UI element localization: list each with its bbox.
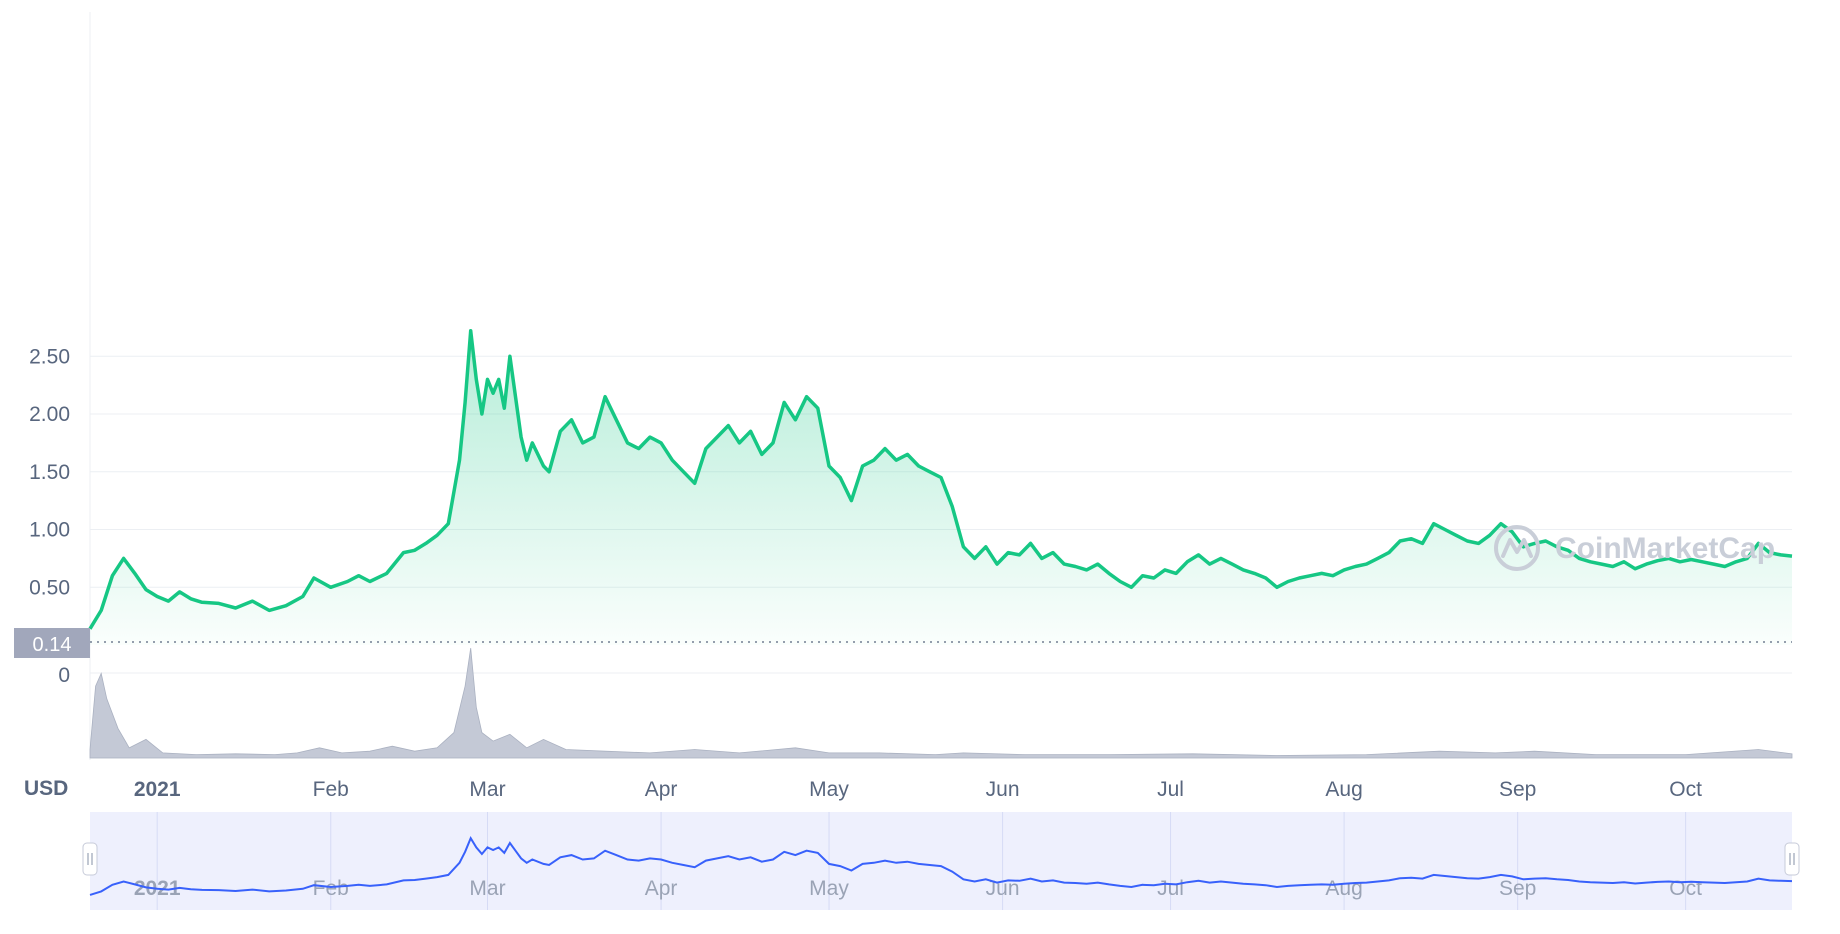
watermark-text: CoinMarketCap	[1555, 532, 1775, 565]
start-price-label: 0.14	[33, 634, 72, 656]
navigator-tick-label: May	[809, 877, 849, 900]
price-area	[88, 329, 1793, 645]
navigator-tick-label: Sep	[1499, 877, 1536, 900]
price-line	[88, 329, 1793, 630]
navigator-right-handle[interactable]	[1784, 842, 1800, 876]
navigator-tick-label: Aug	[1325, 877, 1362, 900]
navigator-line	[89, 835, 1793, 896]
watermark: CoinMarketCap	[1494, 525, 1775, 571]
x-tick-label: May	[809, 778, 849, 801]
navigator-background	[90, 812, 1792, 910]
x-axis: 2021 Feb Mar Apr May Jun Jul Aug Sep Oct	[134, 778, 1702, 801]
x-tick-label: Sep	[1499, 778, 1536, 801]
x-tick-label: Feb	[313, 778, 349, 801]
volume-zero-label: 0	[58, 664, 70, 687]
handle-body[interactable]	[1784, 842, 1800, 876]
x-tick-label: Apr	[645, 778, 678, 801]
price-area-fill	[90, 330, 1792, 645]
navigator-tick-label: Jul	[1157, 877, 1184, 900]
y-tick-label: 0.50	[29, 576, 70, 599]
y-tick-label: 2.50	[29, 345, 70, 368]
grid-lines	[89, 12, 1792, 760]
x-tick-label: Jul	[1157, 778, 1184, 801]
navigator-tick-label: Apr	[645, 877, 678, 900]
y-tick-label: 1.50	[29, 461, 70, 484]
x-tick-label: Jun	[986, 778, 1020, 801]
x-tick-label: Oct	[1669, 778, 1702, 801]
start-price-line: 0.14	[14, 628, 1792, 658]
navigator-tick-label: Mar	[469, 877, 505, 900]
navigator[interactable]: 2021 Feb Mar Apr May Jun Jul Aug Sep Oct	[82, 812, 1800, 910]
x-tick-label: Aug	[1325, 778, 1362, 801]
volume-area	[89, 647, 1793, 759]
navigator-tick-label: Oct	[1669, 877, 1702, 900]
y-tick-label: 2.00	[29, 403, 70, 426]
currency-label: USD	[24, 777, 68, 800]
coinmarketcap-logo-icon	[1494, 525, 1540, 571]
start-price-badge	[14, 628, 90, 658]
navigator-tick-label: Feb	[313, 877, 349, 900]
volume-chart	[89, 647, 1793, 759]
y-tick-label: 1.00	[29, 519, 70, 542]
x-tick-label: 2021	[134, 778, 181, 801]
x-tick-label: Mar	[469, 778, 505, 801]
navigator-left-handle[interactable]	[82, 842, 98, 876]
y-axis: 0.50 1.00 1.50 2.00 2.50 0	[29, 345, 70, 687]
handle-body[interactable]	[82, 842, 98, 876]
